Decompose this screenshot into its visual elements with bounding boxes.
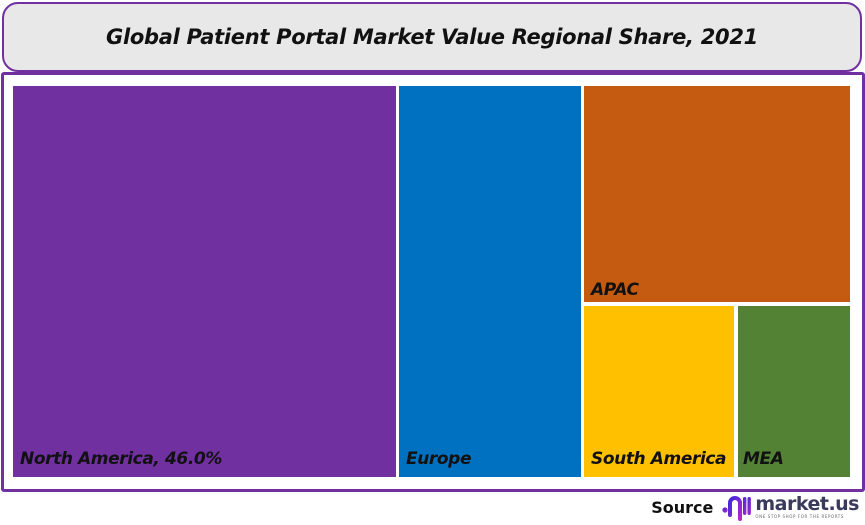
treemap-tile-mea[interactable]: MEA [738,306,850,477]
treemap-tile-south-america[interactable]: South America [584,306,734,477]
source-label: Source [651,497,714,517]
treemap-tile-north-america[interactable]: North America, 46.0% [13,86,396,477]
tile-label: APAC [591,280,639,300]
chart-title: Global Patient Portal Market Value Regio… [106,25,758,49]
brand-tagline: ONE STOP SHOP FOR THE REPORTS [755,514,844,519]
tile-label: MEA [743,449,784,469]
tile-label: North America, 46.0% [20,449,222,469]
brand-name: market.us [755,493,859,515]
treemap-tile-europe[interactable]: Europe [399,86,581,477]
source-attribution: Source market.us ONE STOP SHOP FOR THE R… [651,493,859,521]
tile-label: Europe [406,449,472,469]
treemap-tile-apac[interactable]: APAC [584,86,850,302]
market-us-logo[interactable]: market.us ONE STOP SHOP FOR THE REPORTS [721,493,859,521]
market-us-logo-icon [722,496,752,521]
tile-label: South America [591,449,727,469]
chart-title-box: Global Patient Portal Market Value Regio… [2,2,862,72]
